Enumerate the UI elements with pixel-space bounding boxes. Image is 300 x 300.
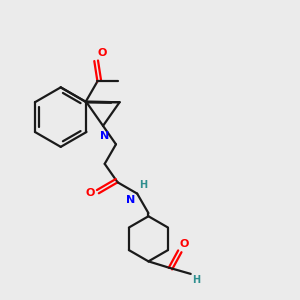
Text: H: H [139, 180, 147, 190]
Text: N: N [100, 131, 109, 142]
Text: O: O [180, 239, 189, 249]
Text: O: O [98, 48, 107, 58]
Text: O: O [86, 188, 95, 198]
Text: H: H [192, 275, 200, 286]
Text: N: N [126, 195, 136, 205]
